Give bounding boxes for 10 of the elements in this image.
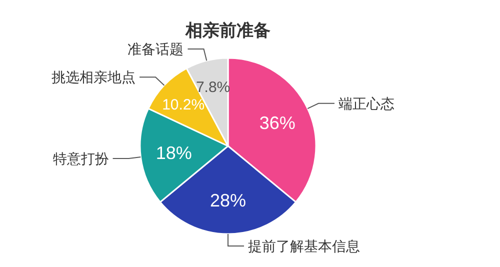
slice-label: 特意打扮	[52, 150, 109, 167]
data-label: 28%	[210, 190, 246, 211]
data-label: 10.2%	[162, 96, 205, 114]
slice-label: 端正心态	[338, 95, 394, 112]
data-label: 18%	[156, 142, 192, 163]
slice-label: 挑选相亲地点	[52, 69, 136, 86]
slice-label: 准备话题	[128, 40, 184, 57]
slice-label: 提前了解基本信息	[248, 238, 360, 254]
data-label: 36%	[259, 112, 296, 133]
chart-title: 相亲前准备	[184, 21, 270, 40]
